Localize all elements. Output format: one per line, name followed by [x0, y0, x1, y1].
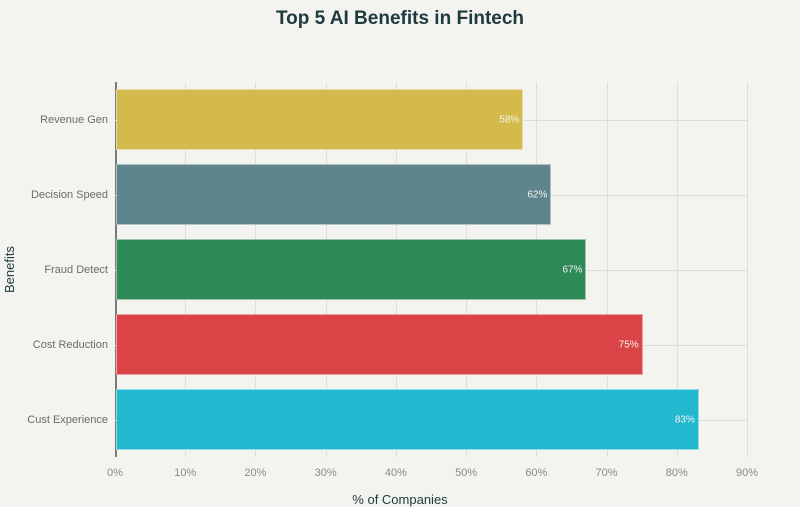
bar-value-label: 75%: [618, 339, 639, 350]
bar[interactable]: 67%: [116, 238, 587, 301]
x-tick-label: 80%: [665, 467, 688, 479]
y-axis-label: Benefits: [1, 246, 17, 293]
x-tick-label: 50%: [455, 467, 478, 479]
x-tick-label: 10%: [174, 467, 197, 479]
bar[interactable]: 62%: [116, 163, 552, 226]
bar[interactable]: 83%: [116, 388, 699, 451]
vertical-gridline: [747, 82, 748, 457]
x-tick-label: 0%: [107, 467, 123, 479]
y-category-label: Cust Experience: [27, 413, 108, 426]
x-tick-label: 70%: [595, 467, 618, 479]
chart-title: Top 5 AI Benefits in Fintech: [275, 8, 525, 29]
bar[interactable]: 75%: [116, 313, 643, 376]
y-category-label: Fraud Detect: [44, 263, 108, 276]
x-tick-label: 40%: [384, 467, 407, 479]
bar-value-label: 58%: [499, 114, 520, 125]
x-tick-label: 60%: [525, 467, 548, 479]
x-tick-label: 20%: [244, 467, 267, 479]
plot-area: 58% 62% 67% 75% 83%: [115, 82, 748, 457]
bar-value-label: 62%: [527, 189, 548, 200]
y-category-label: Decision Speed: [30, 188, 108, 201]
x-tick-label: 30%: [314, 467, 337, 479]
y-category-label: Cost Reduction: [32, 338, 108, 351]
y-category-label: Revenue Gen: [40, 113, 108, 126]
bar[interactable]: 58%: [116, 88, 524, 151]
bar-value-label: 83%: [674, 414, 695, 425]
bar-value-label: 67%: [562, 264, 583, 275]
x-tick-label: 90%: [735, 467, 759, 479]
